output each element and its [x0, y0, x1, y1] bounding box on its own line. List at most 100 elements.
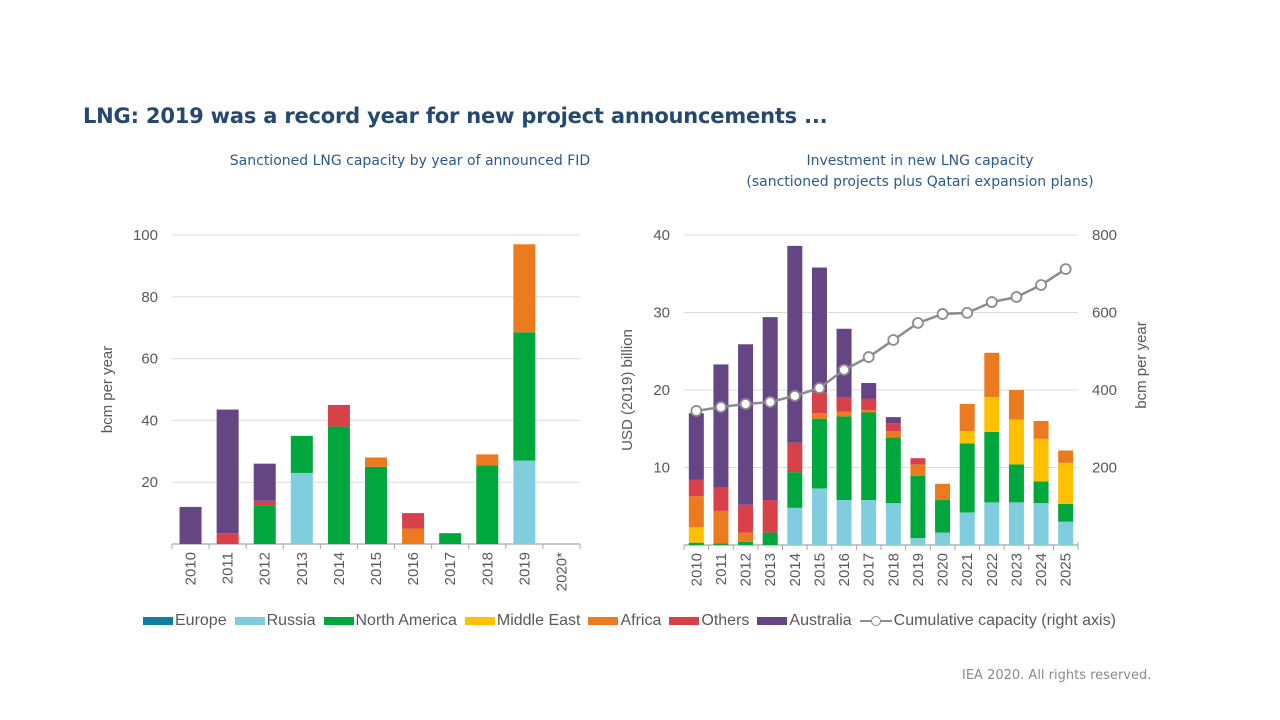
bar-segment-north-america [762, 532, 778, 545]
bar-segment-north-america [910, 476, 926, 539]
bar-segment-north-america [1033, 481, 1049, 504]
cumulative-capacity-point [788, 389, 801, 402]
y2-tick-label: 600 [1092, 305, 1117, 322]
legend-label: Europe [175, 612, 227, 629]
legend-item-middle-east: Middle East [464, 612, 581, 630]
legend-swatch [464, 617, 495, 625]
y-tick-label: 40 [141, 412, 158, 429]
bar-segment-africa [910, 464, 926, 477]
bar-segment-africa [402, 528, 425, 544]
bar-segment-others [738, 504, 754, 533]
cumulative-capacity-point [1035, 279, 1047, 291]
bar-segment-russia [787, 507, 803, 545]
legend-swatch [143, 617, 173, 625]
x-tick-label: 2014 [787, 553, 804, 586]
cumulative-capacity-point [764, 396, 777, 408]
bar-segment-russia [513, 460, 536, 544]
bar-segment-others [762, 500, 778, 533]
line-marker-icon [859, 615, 892, 627]
bar-segment-north-america [738, 541, 754, 545]
bar-segment-others [688, 479, 704, 497]
x-tick-label: 2022 [984, 553, 1001, 586]
bar-segment-middle-east [959, 431, 975, 444]
x-tick-label: 2019 [910, 553, 927, 586]
x-tick-label: 2020* [553, 552, 570, 591]
bar-segment-north-america [959, 443, 975, 513]
y-axis-label: USD (2019) billion [619, 329, 636, 451]
legend-swatch [588, 617, 619, 625]
x-tick-label: 2014 [331, 552, 348, 585]
cumulative-capacity-point [985, 296, 998, 308]
bar-segment-others [402, 513, 425, 529]
cumulative-capacity-point [715, 401, 727, 413]
bar-segment-others [861, 398, 877, 411]
bar-segment-north-america [861, 412, 877, 501]
x-tick-label: 2012 [738, 553, 755, 586]
cumulative-capacity-point [739, 398, 752, 410]
y-tick-label: 60 [141, 351, 158, 368]
bar-segment-others [253, 500, 276, 506]
cumulative-capacity-point [912, 317, 924, 329]
cumulative-capacity-point [1059, 263, 1072, 276]
bar-segment-north-america [513, 332, 536, 461]
x-tick-label: 2016 [836, 553, 853, 586]
bar-segment-australia [836, 328, 852, 397]
y-axis-label: bcm per year [99, 346, 116, 434]
cumulative-capacity-point [813, 382, 826, 394]
bar-segment-africa [476, 454, 499, 466]
bar-segment-middle-east [1058, 462, 1074, 504]
cumulative-capacity-point [690, 405, 703, 417]
bar-segment-africa [811, 413, 827, 419]
legend-item-others: Others [669, 612, 749, 630]
bar-segment-north-america [713, 543, 729, 545]
y-tick-label: 20 [141, 474, 158, 491]
legend-item-africa: Africa [588, 612, 661, 630]
legend-label: Middle East [496, 612, 581, 629]
bar-segment-north-america [787, 472, 803, 508]
bar-segment-africa [1008, 390, 1024, 420]
bar-segment-africa [1058, 450, 1074, 463]
bar-segment-others [327, 404, 350, 427]
bar-segment-north-america [1008, 464, 1024, 503]
y-tick-label: 10 [653, 460, 670, 477]
y2-tick-label: 400 [1092, 382, 1117, 399]
x-tick-label: 2010 [183, 552, 200, 585]
bar-segment-australia [179, 506, 202, 544]
cumulative-capacity-point [1010, 291, 1023, 303]
bar-segment-africa [1033, 421, 1049, 439]
bar-segment-north-america [836, 416, 852, 501]
legend-item-north-america: North America [323, 612, 457, 630]
bar-segment-russia [935, 532, 951, 545]
y-tick-label: 100 [133, 227, 158, 244]
bar-segment-middle-east [1008, 419, 1024, 465]
bar-segment-north-america [885, 437, 901, 504]
bar-segment-africa [885, 431, 901, 438]
copyright-notice: IEA 2020. All rights reserved. [962, 668, 1152, 683]
bar-segment-north-america [253, 505, 276, 544]
bar-segment-australia [713, 364, 729, 488]
x-tick-label: 2023 [1008, 553, 1025, 586]
legend-item-cumulative-capacity-right-axis: Cumulative capacity (right axis) [859, 612, 1116, 630]
bar-segment-australia [738, 344, 754, 505]
y2-tick-label: 200 [1092, 460, 1117, 477]
legend-swatch [234, 617, 265, 625]
bar-segment-north-america [439, 533, 462, 544]
bar-segment-africa [861, 410, 877, 413]
bar-segment-australia [885, 417, 901, 424]
legend-item-europe: Europe [143, 612, 227, 630]
bar-segment-russia [910, 538, 926, 545]
bar-segment-north-america [1058, 503, 1074, 522]
bar-segment-africa [836, 411, 852, 417]
bar-segment-africa [513, 244, 536, 333]
bar-segment-africa [959, 403, 975, 432]
legend-swatch [669, 617, 700, 625]
x-tick-label: 2017 [442, 552, 459, 585]
bar-segment-north-america [290, 435, 313, 473]
bar-segment-north-america [935, 500, 951, 533]
page-title: LNG: 2019 was a record year for new proj… [83, 104, 828, 128]
bar-segment-africa [365, 457, 387, 467]
left-chart-title: Sanctioned LNG capacity by year of annou… [229, 153, 591, 169]
x-tick-label: 2024 [1033, 553, 1050, 586]
bar-segment-north-america [811, 418, 827, 489]
